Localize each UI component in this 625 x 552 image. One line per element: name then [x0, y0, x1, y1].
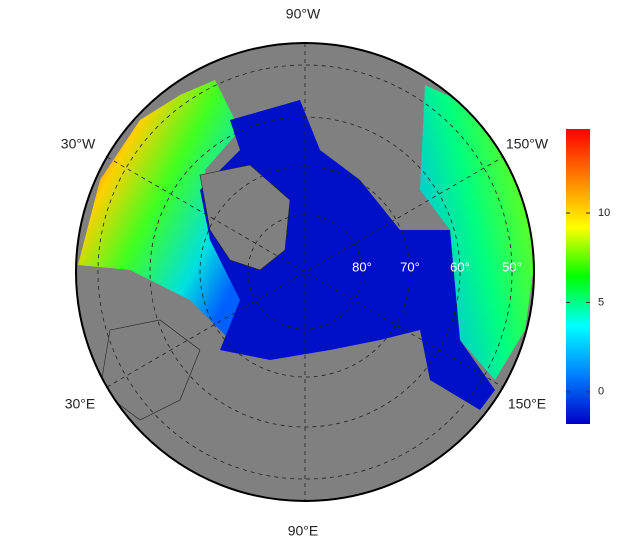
lon-label: 90°E	[288, 523, 319, 539]
lon-label: 150°E	[508, 396, 546, 412]
lat-label: 50°	[502, 259, 522, 274]
map-border	[75, 42, 535, 502]
greenland	[199, 164, 291, 271]
lon-label: 30°E	[65, 396, 96, 412]
map-body	[76, 43, 534, 501]
colorbar-tick-label: 10	[598, 207, 610, 219]
lat-label: 70°	[400, 259, 420, 274]
colorbar-tick-label: 5	[598, 296, 604, 308]
lat-label: 60°	[450, 259, 470, 274]
lon-label: 90°W	[286, 6, 321, 22]
atlantic	[78, 80, 250, 340]
colorbar	[566, 129, 590, 424]
colorbar-tick-label: 0	[598, 386, 604, 398]
lon-label: 150°W	[506, 136, 549, 152]
lon-label: 30°W	[61, 136, 96, 152]
lat-label: 80°	[352, 259, 372, 274]
graticule	[97, 43, 513, 501]
arctic-ocean	[200, 100, 495, 410]
